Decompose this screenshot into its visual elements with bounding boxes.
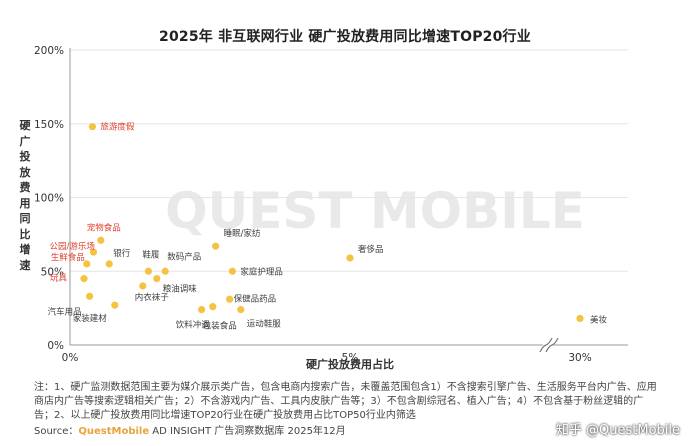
data-point <box>576 314 584 323</box>
footnote: 注：1、硬广监测数据范围主要为媒介展示类广告，包含电商内搜索广告，未覆盖范围包含… <box>34 382 657 421</box>
data-point-label: 宠物食品 <box>87 222 121 233</box>
source-prefix: Source： <box>34 426 79 437</box>
y-tick-label: 50% <box>41 266 64 278</box>
data-point-label: 鞋履 <box>142 249 160 260</box>
data-point <box>86 292 94 300</box>
data-point-label: 公园/游乐场 <box>50 241 95 252</box>
data-point-label: 运动鞋服 <box>247 319 282 330</box>
data-point-label: 数码产品 <box>167 251 201 262</box>
data-point <box>144 267 152 275</box>
data-point-label: 内衣袜子 <box>135 292 170 303</box>
axis-break-mark <box>545 337 559 353</box>
y-tick-label: 100% <box>34 193 64 205</box>
data-point <box>212 242 220 250</box>
source-brand: QuestMobile <box>78 426 150 437</box>
data-point-label: 家庭护理品 <box>240 266 283 277</box>
data-point <box>80 275 88 283</box>
data-point-label: 饮料冲调 <box>176 320 210 331</box>
y-tick-label: 200% <box>34 45 64 57</box>
data-point <box>161 267 169 275</box>
x-tick-label: 0% <box>62 352 79 364</box>
scatter-chart: QUEST MOBILE 0% 50% 100% 150% 200% 0% 5% 30% 旅游… <box>34 45 628 371</box>
x-axis-label: 硬广投放费用占比 <box>306 357 394 371</box>
data-point-label: 粮油调味 <box>163 284 198 295</box>
corner-watermark: 知乎 @QuestMobile <box>555 423 680 438</box>
data-point <box>139 282 147 290</box>
data-point-label: 银行 <box>113 248 131 259</box>
data-point-label: 汽车用品 <box>48 306 82 317</box>
data-point <box>198 306 206 314</box>
y-tick-label: 150% <box>34 119 64 131</box>
data-point <box>237 306 245 314</box>
source-line: Source：QuestMobile AD INSIGHT 广告洞察数据库 20… <box>34 422 346 437</box>
y-axis-label: 硬广投放费用同比增速 <box>19 119 31 272</box>
axes: 0% 50% 100% 150% 200% 0% 5% 30% <box>34 45 628 364</box>
data-point <box>111 301 119 309</box>
data-point-label: 生鲜食品 <box>51 252 85 263</box>
data-point <box>105 260 113 268</box>
data-point-label: 保健品药品 <box>234 293 277 304</box>
data-point <box>228 267 236 275</box>
x-tick-label: 30% <box>568 352 591 364</box>
data-point <box>88 123 96 131</box>
data-point-label: 包装食品 <box>203 321 237 332</box>
data-point <box>97 236 105 244</box>
axis-break-mark <box>539 337 553 353</box>
data-point-label: 美妆 <box>590 314 608 325</box>
data-point <box>83 260 91 268</box>
x-tick-label: 5% <box>342 352 359 364</box>
data-point <box>209 303 217 311</box>
chart-title: 2025年 非互联网行业 硬广投放费用同比增速TOP20行业 <box>159 29 531 45</box>
data-point-label: 奢侈品 <box>358 244 384 255</box>
data-point <box>226 295 234 303</box>
y-tick-label: 0% <box>47 340 64 352</box>
data-point <box>153 275 161 283</box>
data-point-label: 旅游度假 <box>100 122 135 133</box>
source-rest: AD INSIGHT 广告洞察数据库 2025年12月 <box>149 426 346 437</box>
data-point <box>346 254 354 262</box>
data-point <box>89 248 98 256</box>
data-point-label: 玩具 <box>50 274 68 284</box>
data-point-label: 睡眠/家纺 <box>224 228 261 239</box>
watermark: QUEST MOBILE <box>165 182 585 240</box>
data-point-label: 家装建材 <box>73 313 108 324</box>
